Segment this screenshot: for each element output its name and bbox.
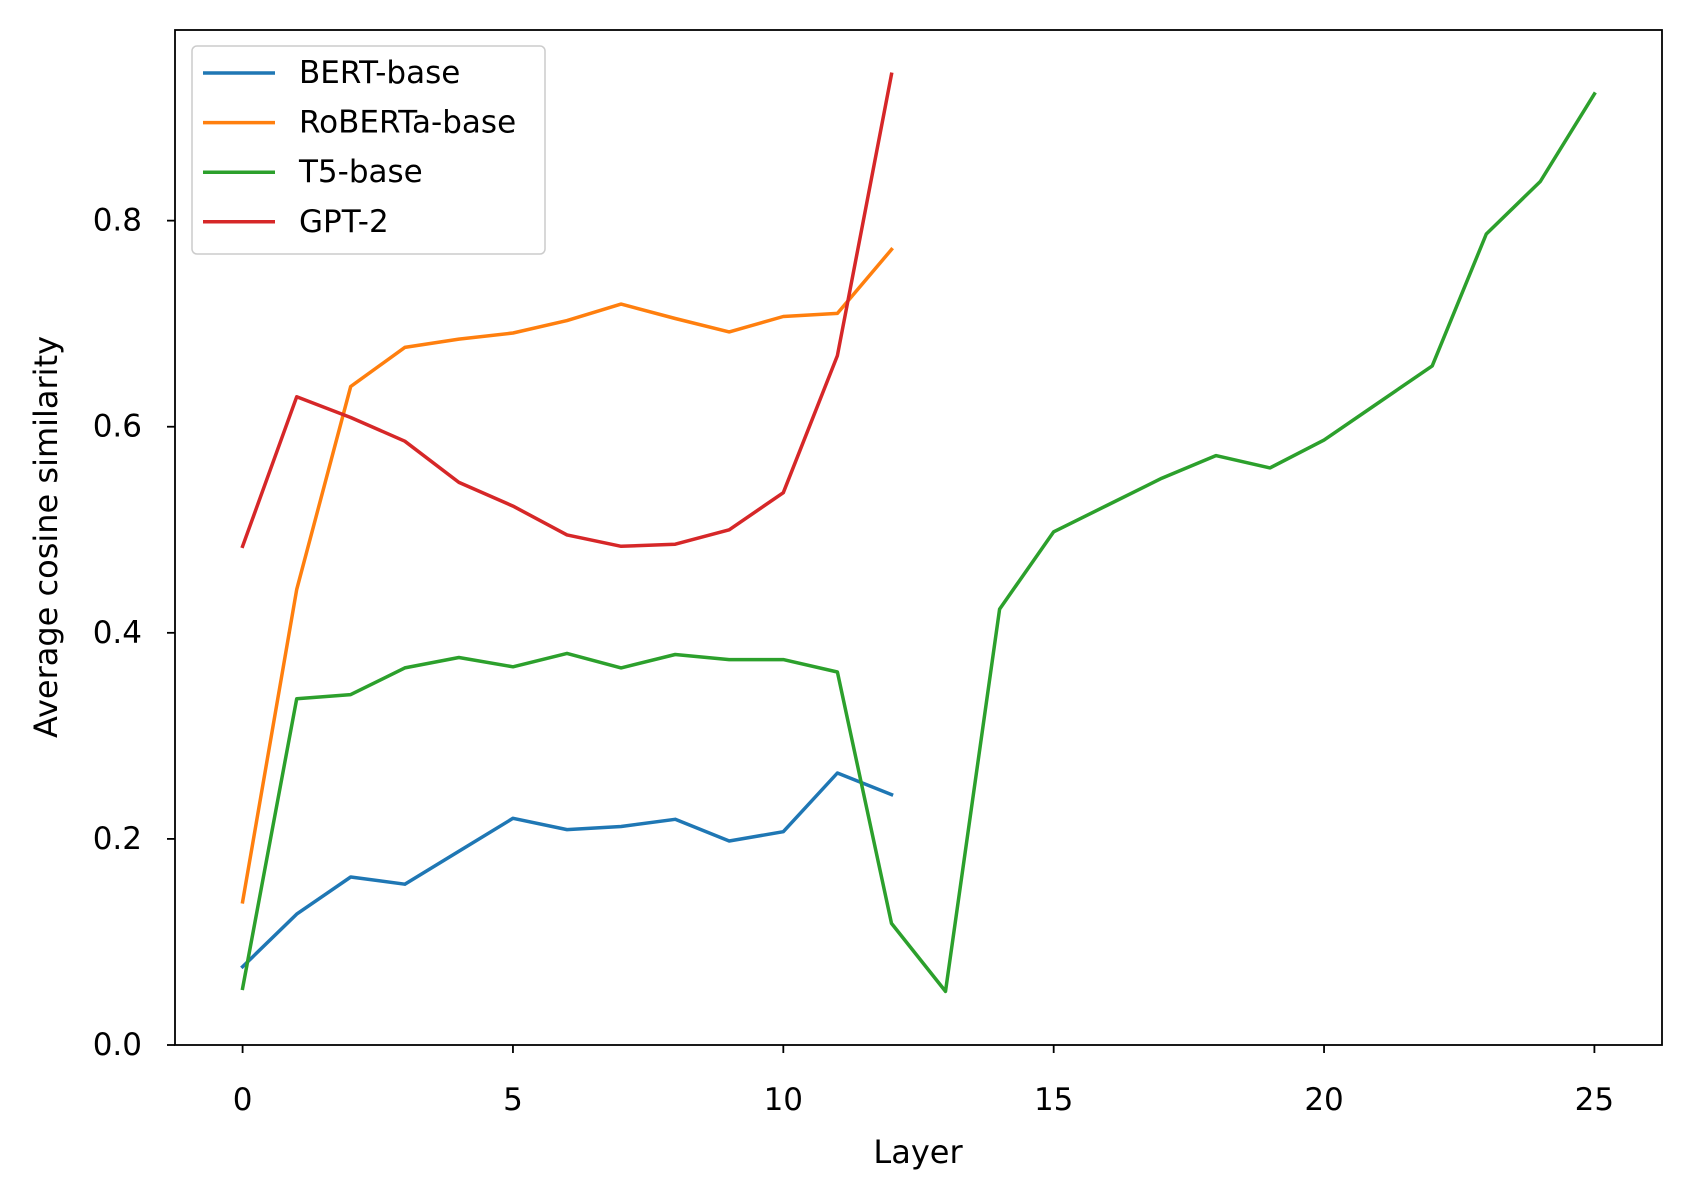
x-axis: 0 5 10 15 20 25 [233,1045,1614,1118]
legend-label: RoBERTa-base [299,105,516,141]
legend: BERT-base RoBERTa-base T5-base GPT-2 [191,45,546,255]
x-tick-label: 25 [1575,1082,1614,1118]
series-layer [240,72,1597,994]
legend-label: GPT-2 [299,204,389,240]
legend-entry-roberta-base: RoBERTa-base [203,105,516,141]
y-tick-label: 0.6 [93,409,142,445]
y-axis: 0.0 0.2 0.4 0.6 0.8 [93,203,175,1063]
legend-label: BERT-base [299,55,460,91]
x-tick-label: 20 [1304,1082,1343,1118]
x-tick-label: 0 [233,1082,253,1118]
legend-entry-gpt-2: GPT-2 [203,204,389,240]
legend-entry-bert-base: BERT-base [203,55,460,91]
y-tick-label: 0.0 [93,1027,142,1063]
legend-entry-t5-base: T5-base [203,154,423,190]
series-line-gpt-2 [240,72,894,549]
x-tick-label: 5 [503,1082,523,1118]
series-line-roberta-base [240,247,894,904]
legend-box [191,45,546,255]
series-line-bert-base [240,771,894,970]
y-axis-label: Average cosine similarity [27,336,65,738]
legend-label: T5-base [298,154,423,190]
x-tick-label: 10 [764,1082,803,1118]
plot-frame [174,29,1663,1046]
x-tick-label: 15 [1034,1082,1073,1118]
y-tick-label: 0.8 [93,203,142,239]
x-axis-label: Layer [873,1133,963,1171]
y-tick-label: 0.2 [93,821,142,857]
series-line-t5-base [240,91,1597,994]
y-tick-label: 0.4 [93,615,142,651]
